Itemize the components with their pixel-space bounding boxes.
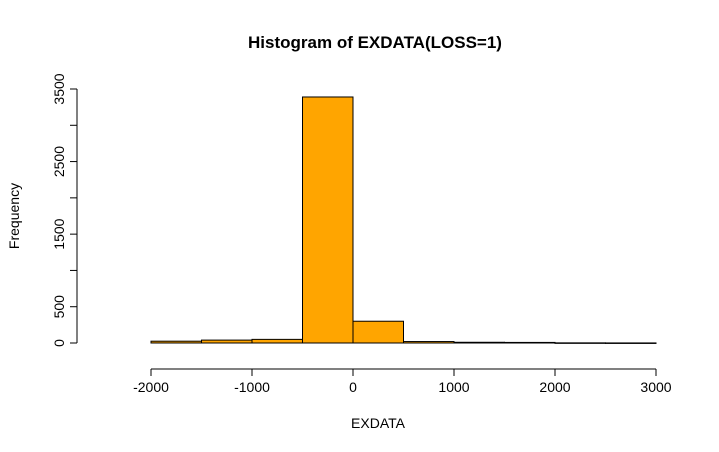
y-tick-label: 3500 [51,73,67,104]
y-tick-label: 1500 [51,218,67,249]
x-tick-label: 2000 [539,379,570,395]
x-axis: -2000 -1000 0 1000 2000 3000 [133,368,672,395]
x-tick-label: 3000 [640,379,671,395]
histogram-bar-9 [605,342,657,344]
histogram-bar-1 [201,339,253,344]
histogram-bar-5 [403,341,455,344]
histogram-bar-2 [251,338,303,344]
y-axis-title: Frequency [6,183,22,249]
x-tick-label: -1000 [234,379,270,395]
histogram-bar-0 [150,340,202,344]
chart-title: Histogram of EXDATA(LOSS=1) [248,33,502,52]
x-tick-label: -2000 [133,379,169,395]
y-axis: 0 500 1500 2500 3500 [51,73,78,347]
x-axis-title: EXDATA [351,415,406,431]
y-tick-label: 500 [51,295,67,319]
y-tick-label: 2500 [51,146,67,177]
histogram-bar-3 [302,96,354,344]
histogram-bar-4 [352,320,404,344]
histogram-bar-6 [453,341,505,344]
y-tick-label: 0 [51,339,67,347]
x-tick-label: 0 [349,379,357,395]
histogram-bar-7 [504,341,556,344]
histogram-bars [150,96,657,344]
x-tick-label: 1000 [438,379,469,395]
histogram-bar-8 [554,342,606,344]
